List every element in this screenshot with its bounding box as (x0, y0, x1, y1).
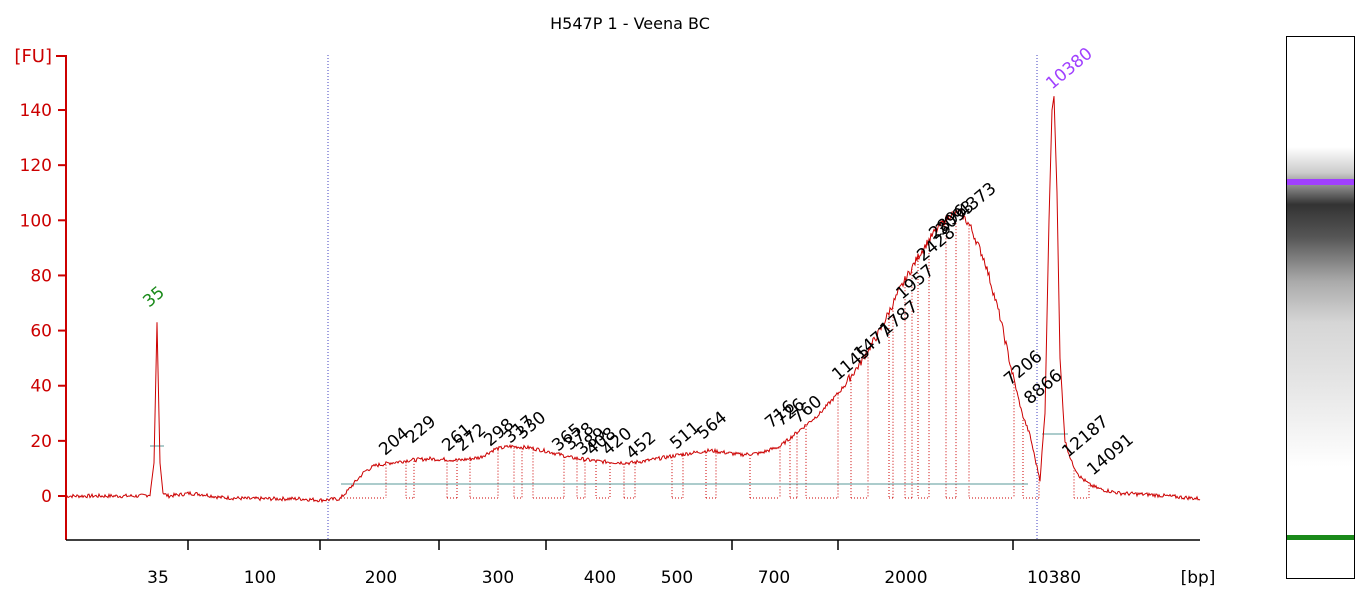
x-axis-label: [bp] (1181, 568, 1216, 588)
marker-label: 35 (139, 283, 168, 312)
gel-lower-marker-band (1287, 535, 1354, 540)
x-tick-label: 10380 (1027, 568, 1081, 588)
x-tick-label: 400 (584, 568, 616, 588)
y-tick-label: 0 (41, 487, 52, 507)
y-tick-label: 20 (30, 432, 52, 452)
peak-label: 1957 (892, 261, 938, 304)
x-tick-label: 700 (758, 568, 790, 588)
x-tick-label: 200 (365, 568, 397, 588)
signal-trace (65, 96, 1201, 504)
chart-title: H547P 1 - Veena BC (550, 14, 710, 33)
x-tick-label: 500 (661, 568, 693, 588)
x-tick-label: 2000 (884, 568, 927, 588)
peak-label: 1787 (876, 297, 922, 340)
gel-upper-marker-band (1287, 179, 1354, 185)
electropherogram-chart: [FU] 0 20 40 60 80 100 120 140 35 100 200 300 400 500 7… (14, 44, 1215, 588)
trace-group (65, 96, 1201, 504)
y-tick-label: 140 (20, 101, 52, 121)
tick-labels: [FU] 0 20 40 60 80 100 120 140 35 100 200 300 400 500 7… (14, 46, 1215, 588)
y-tick-label: 100 (20, 211, 52, 231)
peak-label: 4373 (954, 179, 1000, 222)
marker-label: 10380 (1042, 44, 1096, 94)
y-tick-label: 40 (30, 377, 52, 397)
peak-label: 564 (693, 408, 731, 444)
gel-smear (1287, 147, 1354, 467)
y-tick-label: 120 (20, 156, 52, 176)
y-tick-label: 80 (30, 266, 52, 286)
x-tick-label: 35 (147, 568, 169, 588)
peak-regions (340, 214, 1090, 499)
x-tick-label: 300 (482, 568, 514, 588)
axes (56, 55, 1200, 550)
x-tick-label: 100 (244, 568, 276, 588)
y-axis-label: [FU] (14, 46, 52, 67)
gel-image (1286, 36, 1355, 579)
y-tick-label: 60 (30, 322, 52, 342)
